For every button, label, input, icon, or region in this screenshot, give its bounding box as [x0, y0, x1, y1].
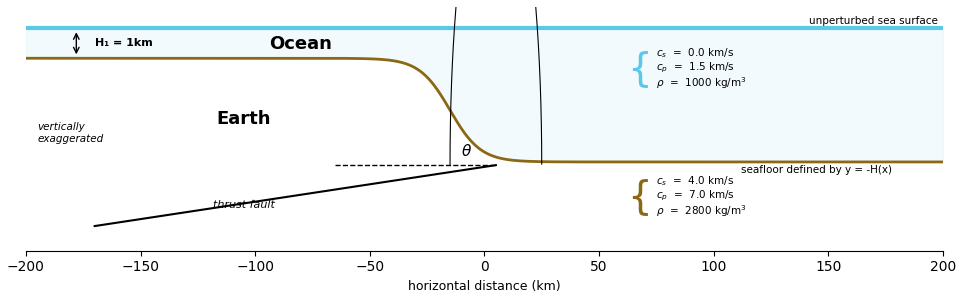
Text: Ocean: Ocean: [270, 35, 332, 53]
Text: $\rho$  =  2800 kg/m$^3$: $\rho$ = 2800 kg/m$^3$: [657, 203, 747, 219]
Text: vertically
exaggerated: vertically exaggerated: [38, 122, 104, 144]
Text: $c_p$  =  7.0 km/s: $c_p$ = 7.0 km/s: [657, 189, 735, 203]
Text: H₁ = 1km: H₁ = 1km: [94, 38, 152, 48]
Text: thrust fault: thrust fault: [213, 200, 274, 210]
Text: unperturbed sea surface: unperturbed sea surface: [810, 16, 938, 26]
Text: {: {: [627, 178, 652, 216]
Text: $c_s$  =  4.0 km/s: $c_s$ = 4.0 km/s: [657, 174, 735, 188]
Text: $c_p$  =  1.5 km/s: $c_p$ = 1.5 km/s: [657, 61, 735, 75]
X-axis label: horizontal distance (km): horizontal distance (km): [408, 280, 560, 293]
Text: θ: θ: [461, 144, 471, 159]
Text: $\rho$  =  1000 kg/m$^3$: $\rho$ = 1000 kg/m$^3$: [657, 75, 747, 91]
Text: seafloor defined by y = -H(x): seafloor defined by y = -H(x): [742, 165, 893, 175]
Text: {: {: [627, 50, 652, 88]
Text: $c_s$  =  0.0 km/s: $c_s$ = 0.0 km/s: [657, 46, 735, 60]
Text: Earth: Earth: [217, 110, 271, 128]
